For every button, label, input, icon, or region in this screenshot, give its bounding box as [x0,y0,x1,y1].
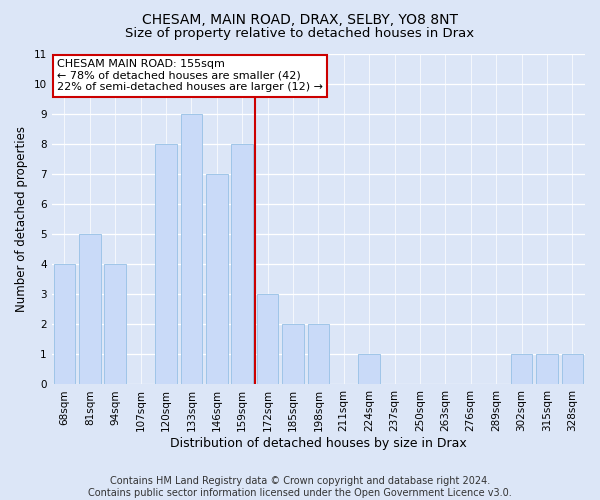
Bar [104,264,126,384]
Bar [536,354,557,384]
Bar [308,324,329,384]
Bar [53,264,75,384]
Bar [282,324,304,384]
Bar [232,144,253,384]
Bar [511,354,532,384]
Bar [181,114,202,384]
Text: CHESAM MAIN ROAD: 155sqm
← 78% of detached houses are smaller (42)
22% of semi-d: CHESAM MAIN ROAD: 155sqm ← 78% of detach… [57,59,323,92]
Y-axis label: Number of detached properties: Number of detached properties [15,126,28,312]
Text: Contains HM Land Registry data © Crown copyright and database right 2024.
Contai: Contains HM Land Registry data © Crown c… [88,476,512,498]
Bar [79,234,101,384]
Bar [562,354,583,384]
Text: CHESAM, MAIN ROAD, DRAX, SELBY, YO8 8NT: CHESAM, MAIN ROAD, DRAX, SELBY, YO8 8NT [142,12,458,26]
Bar [257,294,278,384]
Text: Size of property relative to detached houses in Drax: Size of property relative to detached ho… [125,28,475,40]
Bar [155,144,177,384]
Bar [206,174,227,384]
Bar [358,354,380,384]
X-axis label: Distribution of detached houses by size in Drax: Distribution of detached houses by size … [170,437,467,450]
